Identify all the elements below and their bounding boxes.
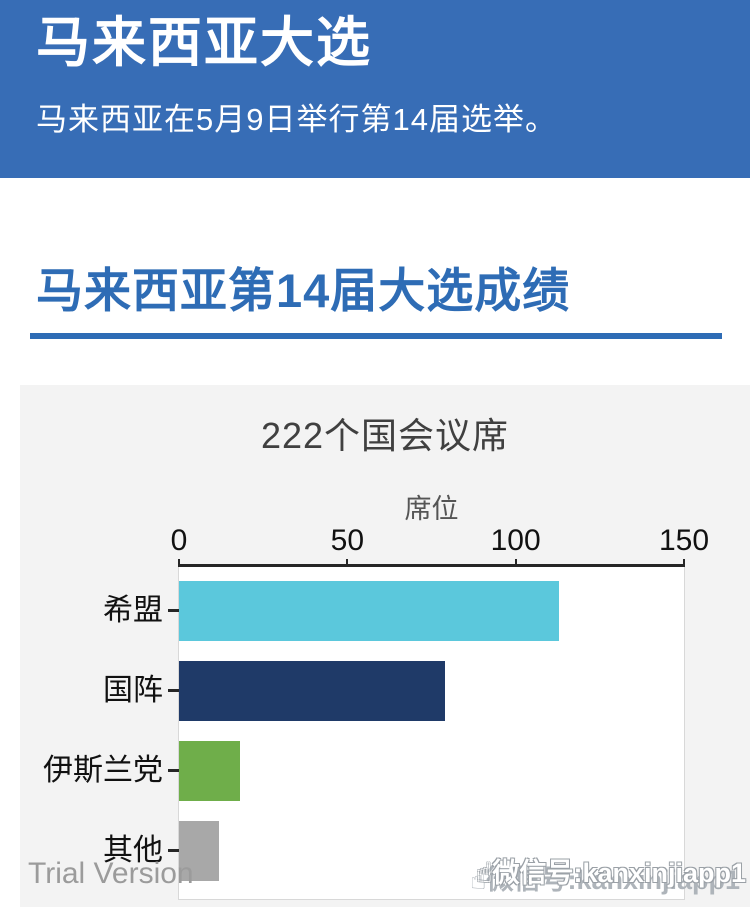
x-tick-mark [346,559,349,567]
x-tick-mark [178,559,180,567]
x-tick-label: 0 [170,524,188,557]
category-label-1: 希盟 [103,594,163,627]
bar-1 [179,581,560,641]
watermark-text: ☝微信号:kanxinjiapp1 [476,858,746,888]
category-label-2: 国阵 [103,674,163,707]
category-tick-mark [168,849,179,852]
watermark-shadow-text: ☝微信号:kanxinjiapp1 [470,858,740,897]
watermark: ☝微信号:kanxinjiapp1 ☝微信号:kanxinjiapp1 [470,851,746,895]
x-tick-label: 100 [490,524,541,557]
results-heading: 马来西亚第14届大选成绩 [36,264,571,317]
pointing-hand-icon: ☝ [476,858,493,888]
pointing-hand-icon: ☝ [470,865,487,895]
banner-subtitle: 马来西亚在5月9日举行第14届选举。 [36,101,557,137]
chart-card: 222个国会议席 席位 0 50 100 150 希盟国阵伊斯兰党其他 Trial Ve… [20,385,750,907]
watermark-label: 微信号:kanxinjiapp1 [492,858,746,888]
category-tick-mark [168,689,179,692]
banner-title: 马来西亚大选 [36,13,372,73]
bar-2 [179,661,445,721]
bar-3 [179,741,240,801]
trial-version-label: Trial Version [28,857,194,890]
category-label-3: 伊斯兰党 [43,754,163,787]
x-tick-label: 150 [658,524,710,557]
chart-plot: 0 50 100 150 希盟国阵伊斯兰党其他 [43,524,709,900]
x-tick-mark [683,559,685,567]
bar-4 [179,821,220,881]
x-tick-label: 50 [330,524,365,557]
category-label-4: 其他 [103,834,163,867]
results-heading-underline: 马来西亚第14届大选成绩 [30,252,722,339]
category-tick-mark [168,769,179,772]
x-axis-label: 席位 [404,494,459,524]
top-banner: 马来西亚大选 马来西亚在5月9日举行第14届选举。 [0,0,750,178]
watermark-shadow-label: 微信号:kanxinjiapp1 [486,865,740,895]
category-tick-mark [168,609,179,612]
chart-title: 222个国会议席 [260,415,510,456]
x-tick-mark [514,559,517,567]
